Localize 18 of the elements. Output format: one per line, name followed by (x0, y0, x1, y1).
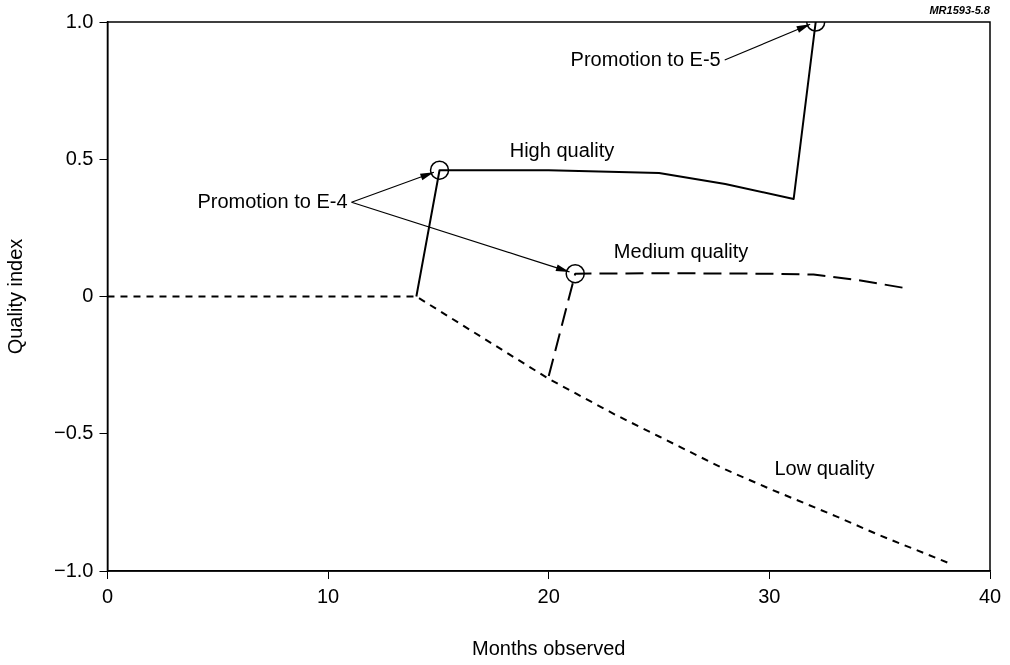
x-tick-label: 40 (978, 584, 1002, 607)
y-tick-label: 1.0 (65, 9, 94, 32)
series-label: Medium quality (613, 240, 749, 263)
x-tick-label: 10 (316, 584, 340, 607)
y-tick-label: 0.5 (65, 146, 94, 169)
annotation: Promotion to E-4 (197, 189, 348, 212)
y-tick-label: −1.0 (54, 558, 94, 581)
series-label: High quality (509, 138, 615, 161)
text: MR1593-5.8 (929, 3, 991, 16)
x-tick-label: 0 (101, 584, 114, 607)
x-tick-label: 20 (537, 584, 560, 607)
y-tick-label: −0.5 (54, 421, 94, 444)
series-label: Low quality (774, 456, 875, 479)
y-axis-title: Quality index (3, 238, 26, 355)
annotation: Promotion to E-5 (570, 47, 721, 70)
x-axis-title: Months observed (472, 636, 626, 659)
y-tick-label: 0 (82, 284, 94, 307)
x-tick-label: 30 (758, 584, 781, 607)
